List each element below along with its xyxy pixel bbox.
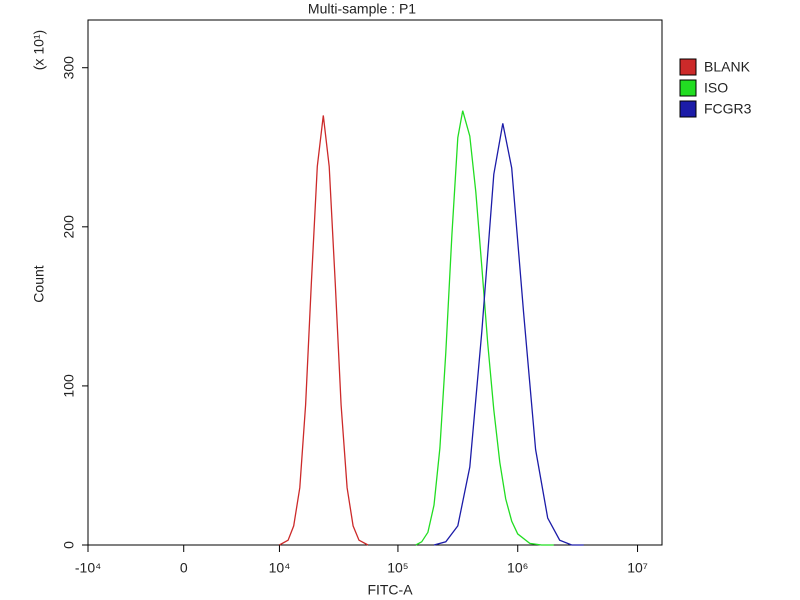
y-axis-multiplier: (x 10¹) xyxy=(31,30,47,70)
legend-label: BLANK xyxy=(704,59,751,75)
x-tick-label: 10⁶ xyxy=(507,560,528,576)
y-tick-label: 0 xyxy=(61,541,77,549)
legend-label: ISO xyxy=(704,80,728,96)
x-tick-label: 10⁷ xyxy=(627,560,648,576)
y-axis-label: Count xyxy=(31,265,47,302)
y-tick-label: 200 xyxy=(61,215,77,239)
y-tick-label: 300 xyxy=(61,56,77,80)
x-tick-label: 0 xyxy=(180,560,188,576)
chart-title: Multi-sample : P1 xyxy=(308,1,416,17)
y-tick-label: 100 xyxy=(61,374,77,398)
legend-swatch xyxy=(679,58,697,76)
plot-frame xyxy=(87,19,663,546)
legend-swatch xyxy=(679,100,697,118)
histogram-line xyxy=(433,123,584,546)
histogram-line xyxy=(279,115,369,546)
x-tick-label: -10⁴ xyxy=(75,560,101,576)
x-axis-label: FITC-A xyxy=(367,582,413,598)
histogram-line xyxy=(415,110,554,546)
legend-swatch xyxy=(679,79,697,97)
x-tick-label: 10⁴ xyxy=(269,560,291,576)
x-tick-label: 10⁵ xyxy=(387,560,408,576)
legend-label: FCGR3 xyxy=(704,101,752,117)
